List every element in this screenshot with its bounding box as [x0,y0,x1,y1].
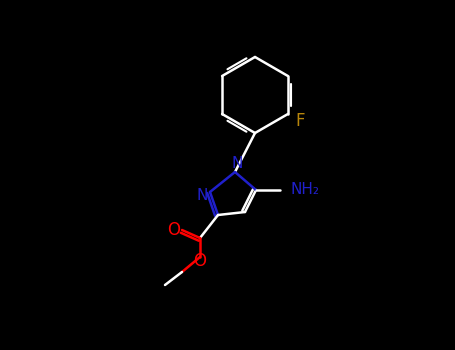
Text: N: N [196,189,207,203]
Text: NH₂: NH₂ [290,182,319,197]
Text: N: N [231,156,243,172]
Text: F: F [295,112,305,130]
Text: O: O [193,252,207,270]
Text: O: O [167,221,181,239]
